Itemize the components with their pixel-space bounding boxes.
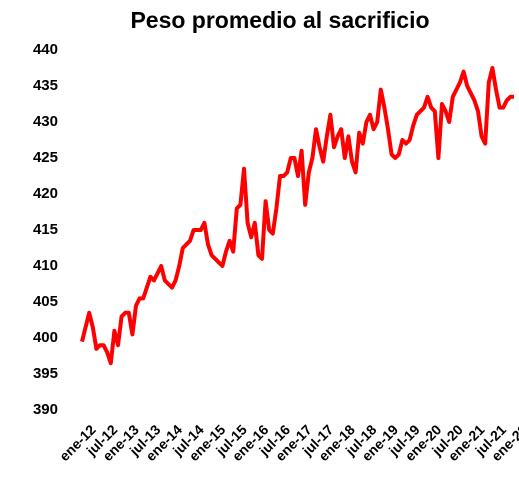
y-tick-label: 395 — [33, 365, 58, 382]
y-tick-label: 405 — [33, 293, 58, 310]
y-tick-label: 440 — [33, 41, 58, 58]
y-tick-label: 430 — [33, 113, 58, 130]
y-tick-label: 410 — [33, 257, 58, 274]
y-tick-label: 435 — [33, 77, 58, 94]
y-tick-label: 425 — [33, 149, 58, 166]
y-tick-label: 415 — [33, 221, 58, 238]
y-tick-label: 390 — [33, 401, 58, 418]
chart-title: Peso promedio al sacrificio — [130, 7, 429, 33]
y-tick-label: 420 — [33, 185, 58, 202]
data-line — [80, 66, 514, 366]
y-tick-label: 400 — [33, 329, 58, 346]
